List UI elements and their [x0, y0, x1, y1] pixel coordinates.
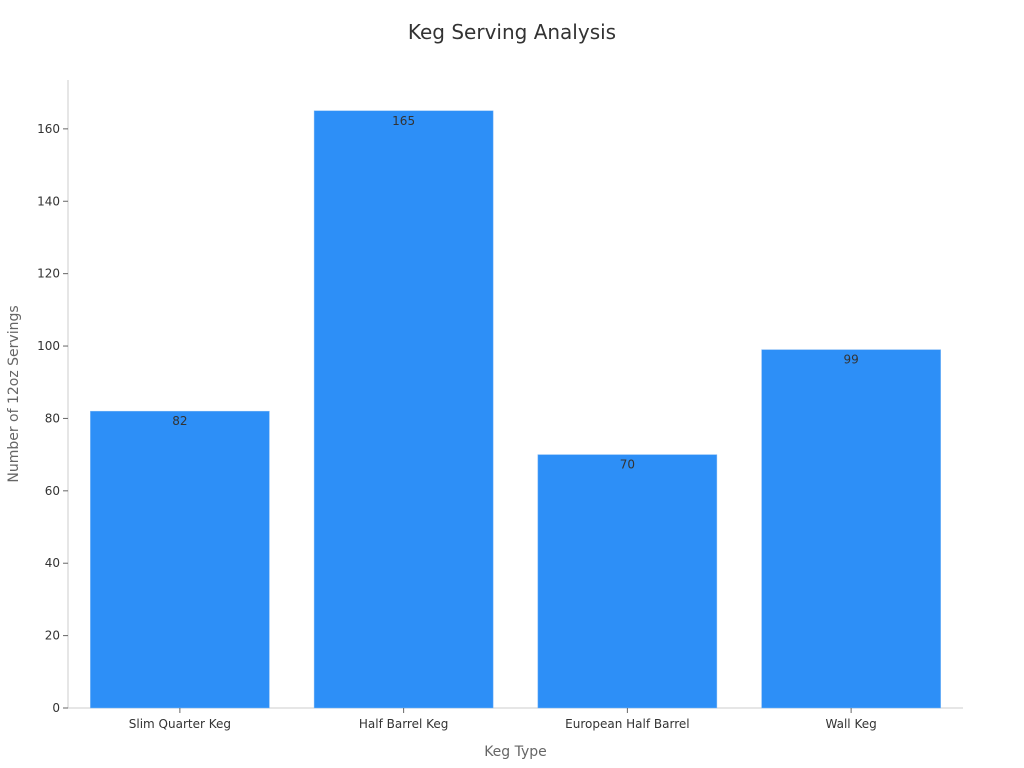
y-axis-label: Number of 12oz Servings: [6, 305, 22, 482]
bar-value-label: 99: [843, 353, 858, 367]
bar[interactable]: [90, 410, 270, 709]
y-tick-label: 160: [37, 122, 60, 136]
y-tick-label: 140: [37, 194, 60, 208]
x-tick-label: Slim Quarter Keg: [129, 717, 231, 731]
y-tick-label: 60: [45, 484, 60, 498]
y-tick-label: 0: [52, 701, 60, 715]
y-tick-label: 40: [45, 556, 60, 570]
bar[interactable]: [313, 110, 494, 709]
bar-value-label: 165: [392, 114, 415, 128]
x-tick-label: Wall Keg: [826, 717, 877, 731]
chart-title: Keg Serving Analysis: [407, 20, 617, 44]
bar-value-label: 82: [172, 414, 187, 428]
bar[interactable]: [761, 349, 941, 709]
bar[interactable]: [537, 454, 718, 709]
y-tick-label: 100: [37, 339, 60, 353]
y-tick-label: 120: [37, 267, 60, 281]
y-tick-label: 20: [45, 629, 60, 643]
x-axis-label: Keg Type: [484, 744, 547, 760]
bar-value-label: 70: [620, 458, 635, 472]
y-tick-label: 80: [45, 411, 60, 425]
x-tick-label: Half Barrel Keg: [359, 717, 449, 731]
x-tick-label: European Half Barrel: [565, 717, 689, 731]
